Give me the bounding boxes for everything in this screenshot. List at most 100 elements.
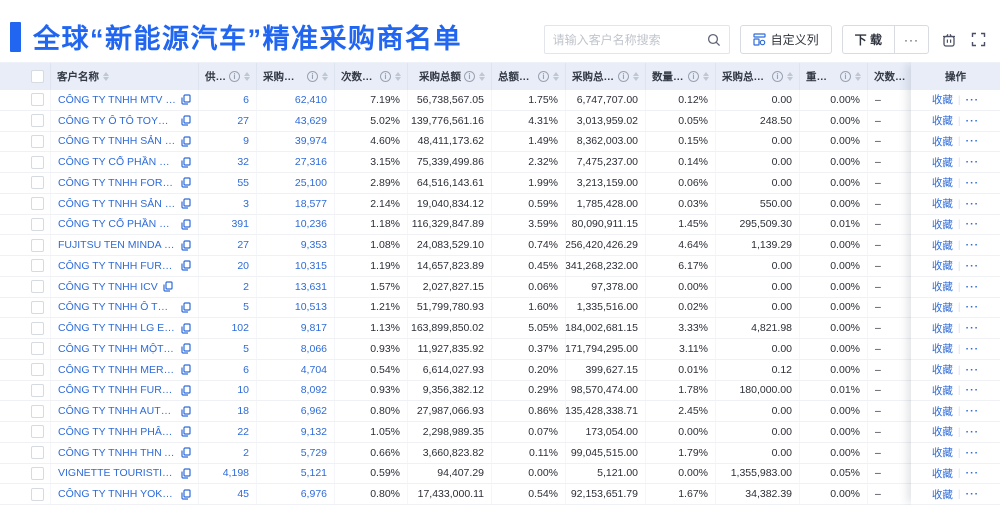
sort-desc-icon[interactable] bbox=[395, 77, 401, 81]
favorite-button[interactable]: 收藏 bbox=[931, 447, 953, 460]
copy-icon[interactable] bbox=[163, 281, 173, 292]
sort-asc-icon[interactable] bbox=[322, 72, 328, 76]
row-more-button[interactable]: ··· bbox=[965, 197, 980, 210]
sort-icon[interactable] bbox=[633, 72, 639, 81]
copy-icon[interactable] bbox=[181, 219, 191, 230]
suppliers-cell[interactable]: 6 bbox=[199, 90, 257, 110]
times-cell[interactable]: 9,817 bbox=[257, 318, 335, 338]
favorite-button[interactable]: 收藏 bbox=[931, 281, 953, 294]
favorite-button[interactable]: 收藏 bbox=[931, 198, 953, 211]
row-more-button[interactable]: ··· bbox=[965, 446, 980, 459]
suppliers-cell[interactable]: 391 bbox=[199, 214, 257, 235]
row-checkbox[interactable] bbox=[31, 300, 44, 314]
row-checkbox[interactable] bbox=[31, 197, 44, 211]
times-cell[interactable]: 5,121 bbox=[257, 463, 335, 484]
sort-icon[interactable] bbox=[553, 72, 559, 81]
toolbar-more-button[interactable]: ··· bbox=[894, 25, 929, 54]
copy-icon[interactable] bbox=[181, 323, 191, 334]
row-checkbox[interactable] bbox=[31, 466, 44, 480]
select-all-checkbox[interactable] bbox=[31, 70, 44, 83]
row-select-cell[interactable] bbox=[25, 442, 51, 463]
row-more-button[interactable]: ··· bbox=[965, 301, 980, 314]
info-icon[interactable]: i bbox=[772, 71, 783, 82]
favorite-button[interactable]: 收藏 bbox=[931, 135, 953, 148]
row-checkbox[interactable] bbox=[31, 280, 44, 294]
sort-icon[interactable] bbox=[322, 72, 328, 81]
row-select-cell[interactable] bbox=[25, 110, 51, 131]
sort-icon[interactable] bbox=[479, 72, 485, 81]
row-select-cell[interactable] bbox=[25, 380, 51, 401]
customer-name-link[interactable]: CÔNG TY TNHH YOKOWO VIỆT... bbox=[58, 488, 176, 501]
row-more-button[interactable]: ··· bbox=[965, 156, 980, 169]
sort-asc-icon[interactable] bbox=[855, 72, 861, 76]
sort-icon[interactable] bbox=[244, 72, 250, 81]
row-checkbox[interactable] bbox=[31, 217, 44, 231]
info-icon[interactable]: i bbox=[840, 71, 851, 82]
suppliers-cell[interactable]: 5 bbox=[199, 339, 257, 359]
copy-icon[interactable] bbox=[181, 240, 191, 251]
customer-name-link[interactable]: CÔNG TY CỔ PHẦN SẢN XUẤT... bbox=[58, 218, 176, 231]
row-select-cell[interactable] bbox=[25, 339, 51, 359]
sort-asc-icon[interactable] bbox=[787, 72, 793, 76]
sort-desc-icon[interactable] bbox=[633, 77, 639, 81]
row-more-button[interactable]: ··· bbox=[965, 135, 980, 148]
row-select-cell[interactable] bbox=[25, 463, 51, 484]
row-checkbox[interactable] bbox=[31, 93, 44, 107]
row-select-cell[interactable] bbox=[25, 276, 51, 297]
copy-icon[interactable] bbox=[181, 198, 191, 209]
favorite-button[interactable]: 收藏 bbox=[931, 343, 953, 356]
info-icon[interactable]: i bbox=[229, 71, 240, 82]
times-cell[interactable]: 10,513 bbox=[257, 297, 335, 318]
sort-asc-icon[interactable] bbox=[395, 72, 401, 76]
row-select-cell[interactable] bbox=[25, 359, 51, 380]
sort-desc-icon[interactable] bbox=[103, 77, 109, 81]
info-icon[interactable]: i bbox=[538, 71, 549, 82]
suppliers-cell[interactable]: 27 bbox=[199, 110, 257, 131]
copy-icon[interactable] bbox=[181, 468, 191, 479]
times-cell[interactable]: 25,100 bbox=[257, 173, 335, 193]
customer-name-link[interactable]: CÔNG TY TNHH MERCEDES–B... bbox=[58, 363, 176, 376]
copy-icon[interactable] bbox=[181, 364, 191, 375]
info-icon[interactable]: i bbox=[618, 71, 629, 82]
delete-button[interactable] bbox=[939, 30, 959, 50]
favorite-button[interactable]: 收藏 bbox=[931, 405, 953, 418]
times-cell[interactable]: 4,704 bbox=[257, 359, 335, 380]
row-select-cell[interactable] bbox=[25, 256, 51, 276]
row-more-button[interactable]: ··· bbox=[965, 405, 980, 418]
sort-desc-icon[interactable] bbox=[322, 77, 328, 81]
copy-icon[interactable] bbox=[181, 447, 191, 458]
favorite-button[interactable]: 收藏 bbox=[931, 115, 953, 128]
copy-icon[interactable] bbox=[181, 406, 191, 417]
row-select-cell[interactable] bbox=[25, 214, 51, 235]
sort-icon[interactable] bbox=[787, 72, 793, 81]
sort-asc-icon[interactable] bbox=[479, 72, 485, 76]
suppliers-cell[interactable]: 20 bbox=[199, 256, 257, 276]
times-cell[interactable]: 6,976 bbox=[257, 484, 335, 504]
sort-desc-icon[interactable] bbox=[703, 77, 709, 81]
row-more-button[interactable]: ··· bbox=[965, 280, 980, 293]
suppliers-cell[interactable]: 45 bbox=[199, 484, 257, 504]
customer-name-link[interactable]: CÔNG TY TNHH THN AUTOPAR... bbox=[58, 446, 176, 459]
row-more-button[interactable]: ··· bbox=[965, 218, 980, 231]
sort-icon[interactable] bbox=[855, 72, 861, 81]
row-more-button[interactable]: ··· bbox=[965, 467, 980, 480]
row-select-cell[interactable] bbox=[25, 90, 51, 110]
times-cell[interactable]: 8,066 bbox=[257, 339, 335, 359]
row-checkbox[interactable] bbox=[31, 363, 44, 377]
row-more-button[interactable]: ··· bbox=[965, 488, 980, 501]
table-scroll-area[interactable]: 客户名称供应商i采购总次数i次数占比i采购总额i总额占比i采购总数量i数量占比i… bbox=[0, 62, 1000, 505]
copy-icon[interactable] bbox=[181, 385, 191, 396]
col-header-times[interactable]: 采购总次数i bbox=[257, 63, 335, 90]
copy-icon[interactable] bbox=[181, 302, 191, 313]
suppliers-cell[interactable]: 10 bbox=[199, 380, 257, 401]
suppliers-cell[interactable]: 55 bbox=[199, 173, 257, 193]
row-more-button[interactable]: ··· bbox=[965, 363, 980, 376]
row-select-cell[interactable] bbox=[25, 401, 51, 421]
info-icon[interactable]: i bbox=[307, 71, 318, 82]
row-more-button[interactable]: ··· bbox=[965, 384, 980, 397]
row-select-cell[interactable] bbox=[25, 193, 51, 214]
suppliers-cell[interactable]: 102 bbox=[199, 318, 257, 338]
suppliers-cell[interactable]: 2 bbox=[199, 442, 257, 463]
copy-icon[interactable] bbox=[181, 260, 191, 271]
sort-asc-icon[interactable] bbox=[703, 72, 709, 76]
